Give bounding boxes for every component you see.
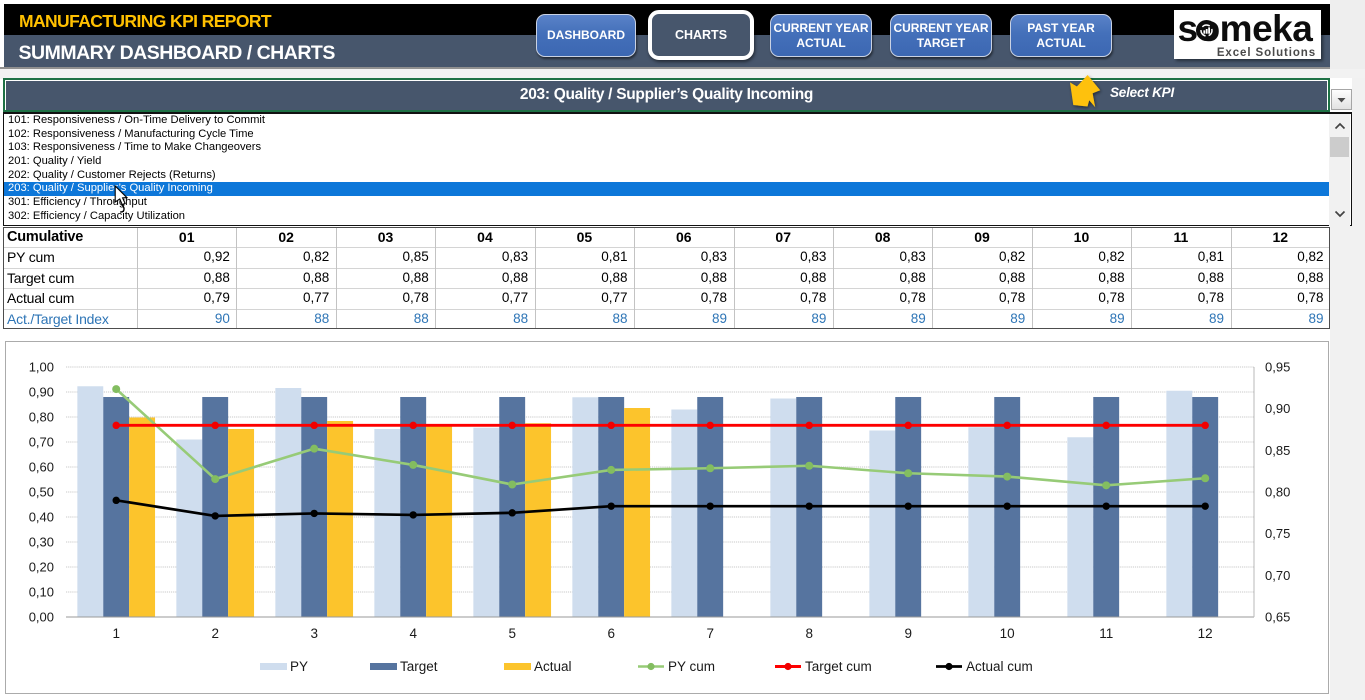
svg-text:0,90: 0,90 bbox=[29, 385, 54, 400]
svg-text:0,80: 0,80 bbox=[29, 410, 54, 425]
svg-text:10: 10 bbox=[1000, 626, 1015, 641]
svg-text:1,00: 1,00 bbox=[29, 360, 54, 375]
svg-text:9: 9 bbox=[904, 626, 912, 641]
svg-text:5: 5 bbox=[508, 626, 516, 641]
svg-text:0,00: 0,00 bbox=[29, 610, 54, 625]
svg-text:4: 4 bbox=[409, 626, 417, 641]
svg-text:0,30: 0,30 bbox=[29, 535, 54, 550]
svg-text:11: 11 bbox=[1099, 626, 1113, 641]
svg-text:12: 12 bbox=[1198, 626, 1213, 641]
svg-text:0,60: 0,60 bbox=[29, 460, 54, 475]
svg-text:0,90: 0,90 bbox=[1265, 401, 1290, 416]
svg-text:Actual cum: Actual cum bbox=[966, 659, 1033, 674]
svg-text:1: 1 bbox=[112, 626, 120, 641]
svg-text:0,85: 0,85 bbox=[1265, 443, 1290, 458]
svg-text:0,70: 0,70 bbox=[29, 435, 54, 450]
svg-text:0,40: 0,40 bbox=[29, 510, 54, 525]
svg-text:Target cum: Target cum bbox=[805, 659, 872, 674]
svg-text:6: 6 bbox=[607, 626, 615, 641]
svg-text:PY cum: PY cum bbox=[668, 659, 715, 674]
svg-text:2: 2 bbox=[211, 626, 219, 641]
svg-text:0,95: 0,95 bbox=[1265, 360, 1290, 375]
svg-text:PY: PY bbox=[290, 659, 308, 674]
svg-text:0,80: 0,80 bbox=[1265, 485, 1290, 500]
svg-text:0,70: 0,70 bbox=[1265, 568, 1290, 583]
svg-text:8: 8 bbox=[805, 626, 813, 641]
svg-text:7: 7 bbox=[706, 626, 714, 641]
svg-text:0,10: 0,10 bbox=[29, 585, 54, 600]
svg-text:0,75: 0,75 bbox=[1265, 526, 1290, 541]
svg-text:Target: Target bbox=[400, 659, 438, 674]
svg-text:0,65: 0,65 bbox=[1265, 610, 1290, 625]
svg-text:3: 3 bbox=[310, 626, 318, 641]
svg-text:Actual: Actual bbox=[534, 659, 572, 674]
svg-text:0,20: 0,20 bbox=[29, 560, 54, 575]
svg-text:0,50: 0,50 bbox=[29, 485, 54, 500]
